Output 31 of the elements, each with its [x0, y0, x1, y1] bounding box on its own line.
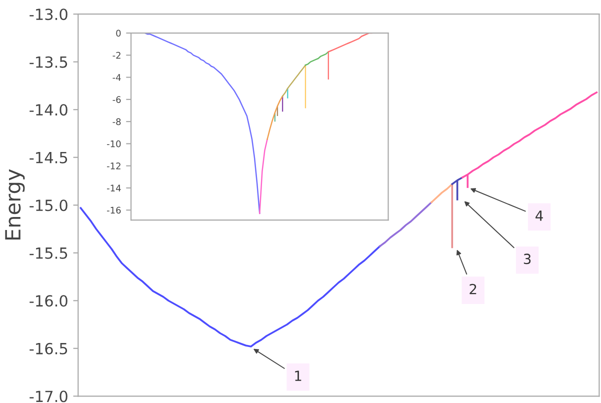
y-tick-label: -17.0 — [30, 390, 68, 402]
line-series — [379, 201, 432, 248]
line-series — [80, 207, 381, 348]
annotation: 4 — [536, 210, 543, 221]
annotation: 1 — [295, 370, 302, 381]
y-tick-label: -16.5 — [30, 342, 68, 354]
y-tick-label: -16 — [106, 206, 121, 214]
line-series — [282, 64, 306, 97]
line-series — [259, 138, 268, 214]
y-axis-title: Energy — [5, 169, 25, 240]
y-tick-label: -6 — [112, 96, 121, 103]
y-tick-label: -15.0 — [30, 200, 68, 212]
line-series — [144, 33, 260, 214]
y-tick-label: -12 — [106, 162, 120, 170]
y-tick-label: -16.0 — [30, 295, 68, 307]
y-tick-label: 0 — [116, 30, 121, 37]
y-tick-label: -8 — [112, 118, 121, 126]
y-tick-label: -15.5 — [30, 248, 68, 259]
y-tick-label: -13.0 — [30, 8, 68, 20]
y-tick-label: -14.5 — [30, 152, 68, 164]
y-tick-label: -14.0 — [30, 104, 68, 116]
annotation: 3 — [524, 254, 531, 264]
line-series — [430, 183, 454, 204]
y-tick-label: -4 — [112, 74, 121, 81]
line-series — [304, 51, 330, 66]
y-tick-label: -13.5 — [30, 56, 68, 68]
y-tick-label: -10 — [106, 140, 121, 148]
line-series — [266, 95, 284, 140]
y-tick-label: -2 — [112, 52, 120, 59]
annotation: 2 — [470, 284, 476, 294]
y-tick-label: -14 — [106, 184, 121, 192]
